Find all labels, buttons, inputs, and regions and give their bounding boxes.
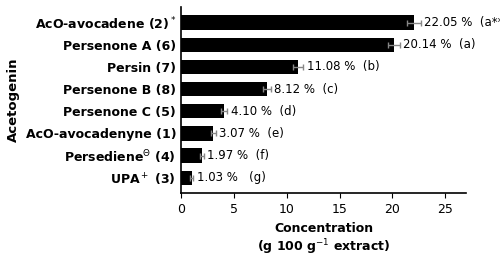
X-axis label: Concentration
(g 100 g$^{-1}$ extract): Concentration (g 100 g$^{-1}$ extract)	[257, 222, 390, 257]
Bar	[181, 171, 192, 185]
Bar	[181, 82, 267, 96]
Bar	[181, 104, 224, 119]
Bar	[181, 148, 202, 163]
Bar	[181, 60, 298, 74]
Text: 11.08 %  (b): 11.08 % (b)	[306, 60, 379, 73]
Y-axis label: Acetogenin: Acetogenin	[7, 58, 20, 142]
Bar	[181, 126, 214, 141]
Text: 4.10 %  (d): 4.10 % (d)	[230, 105, 296, 118]
Text: 22.05 %  (a**): 22.05 % (a**)	[424, 16, 500, 29]
Bar	[181, 37, 394, 52]
Text: 8.12 %  (c): 8.12 % (c)	[274, 83, 338, 96]
Text: 1.03 %   (g): 1.03 % (g)	[196, 171, 266, 184]
Text: 3.07 %  (e): 3.07 % (e)	[219, 127, 284, 140]
Bar	[181, 15, 414, 30]
Text: 1.97 %  (f): 1.97 % (f)	[207, 149, 269, 162]
Text: 20.14 %  (a): 20.14 % (a)	[403, 38, 475, 51]
